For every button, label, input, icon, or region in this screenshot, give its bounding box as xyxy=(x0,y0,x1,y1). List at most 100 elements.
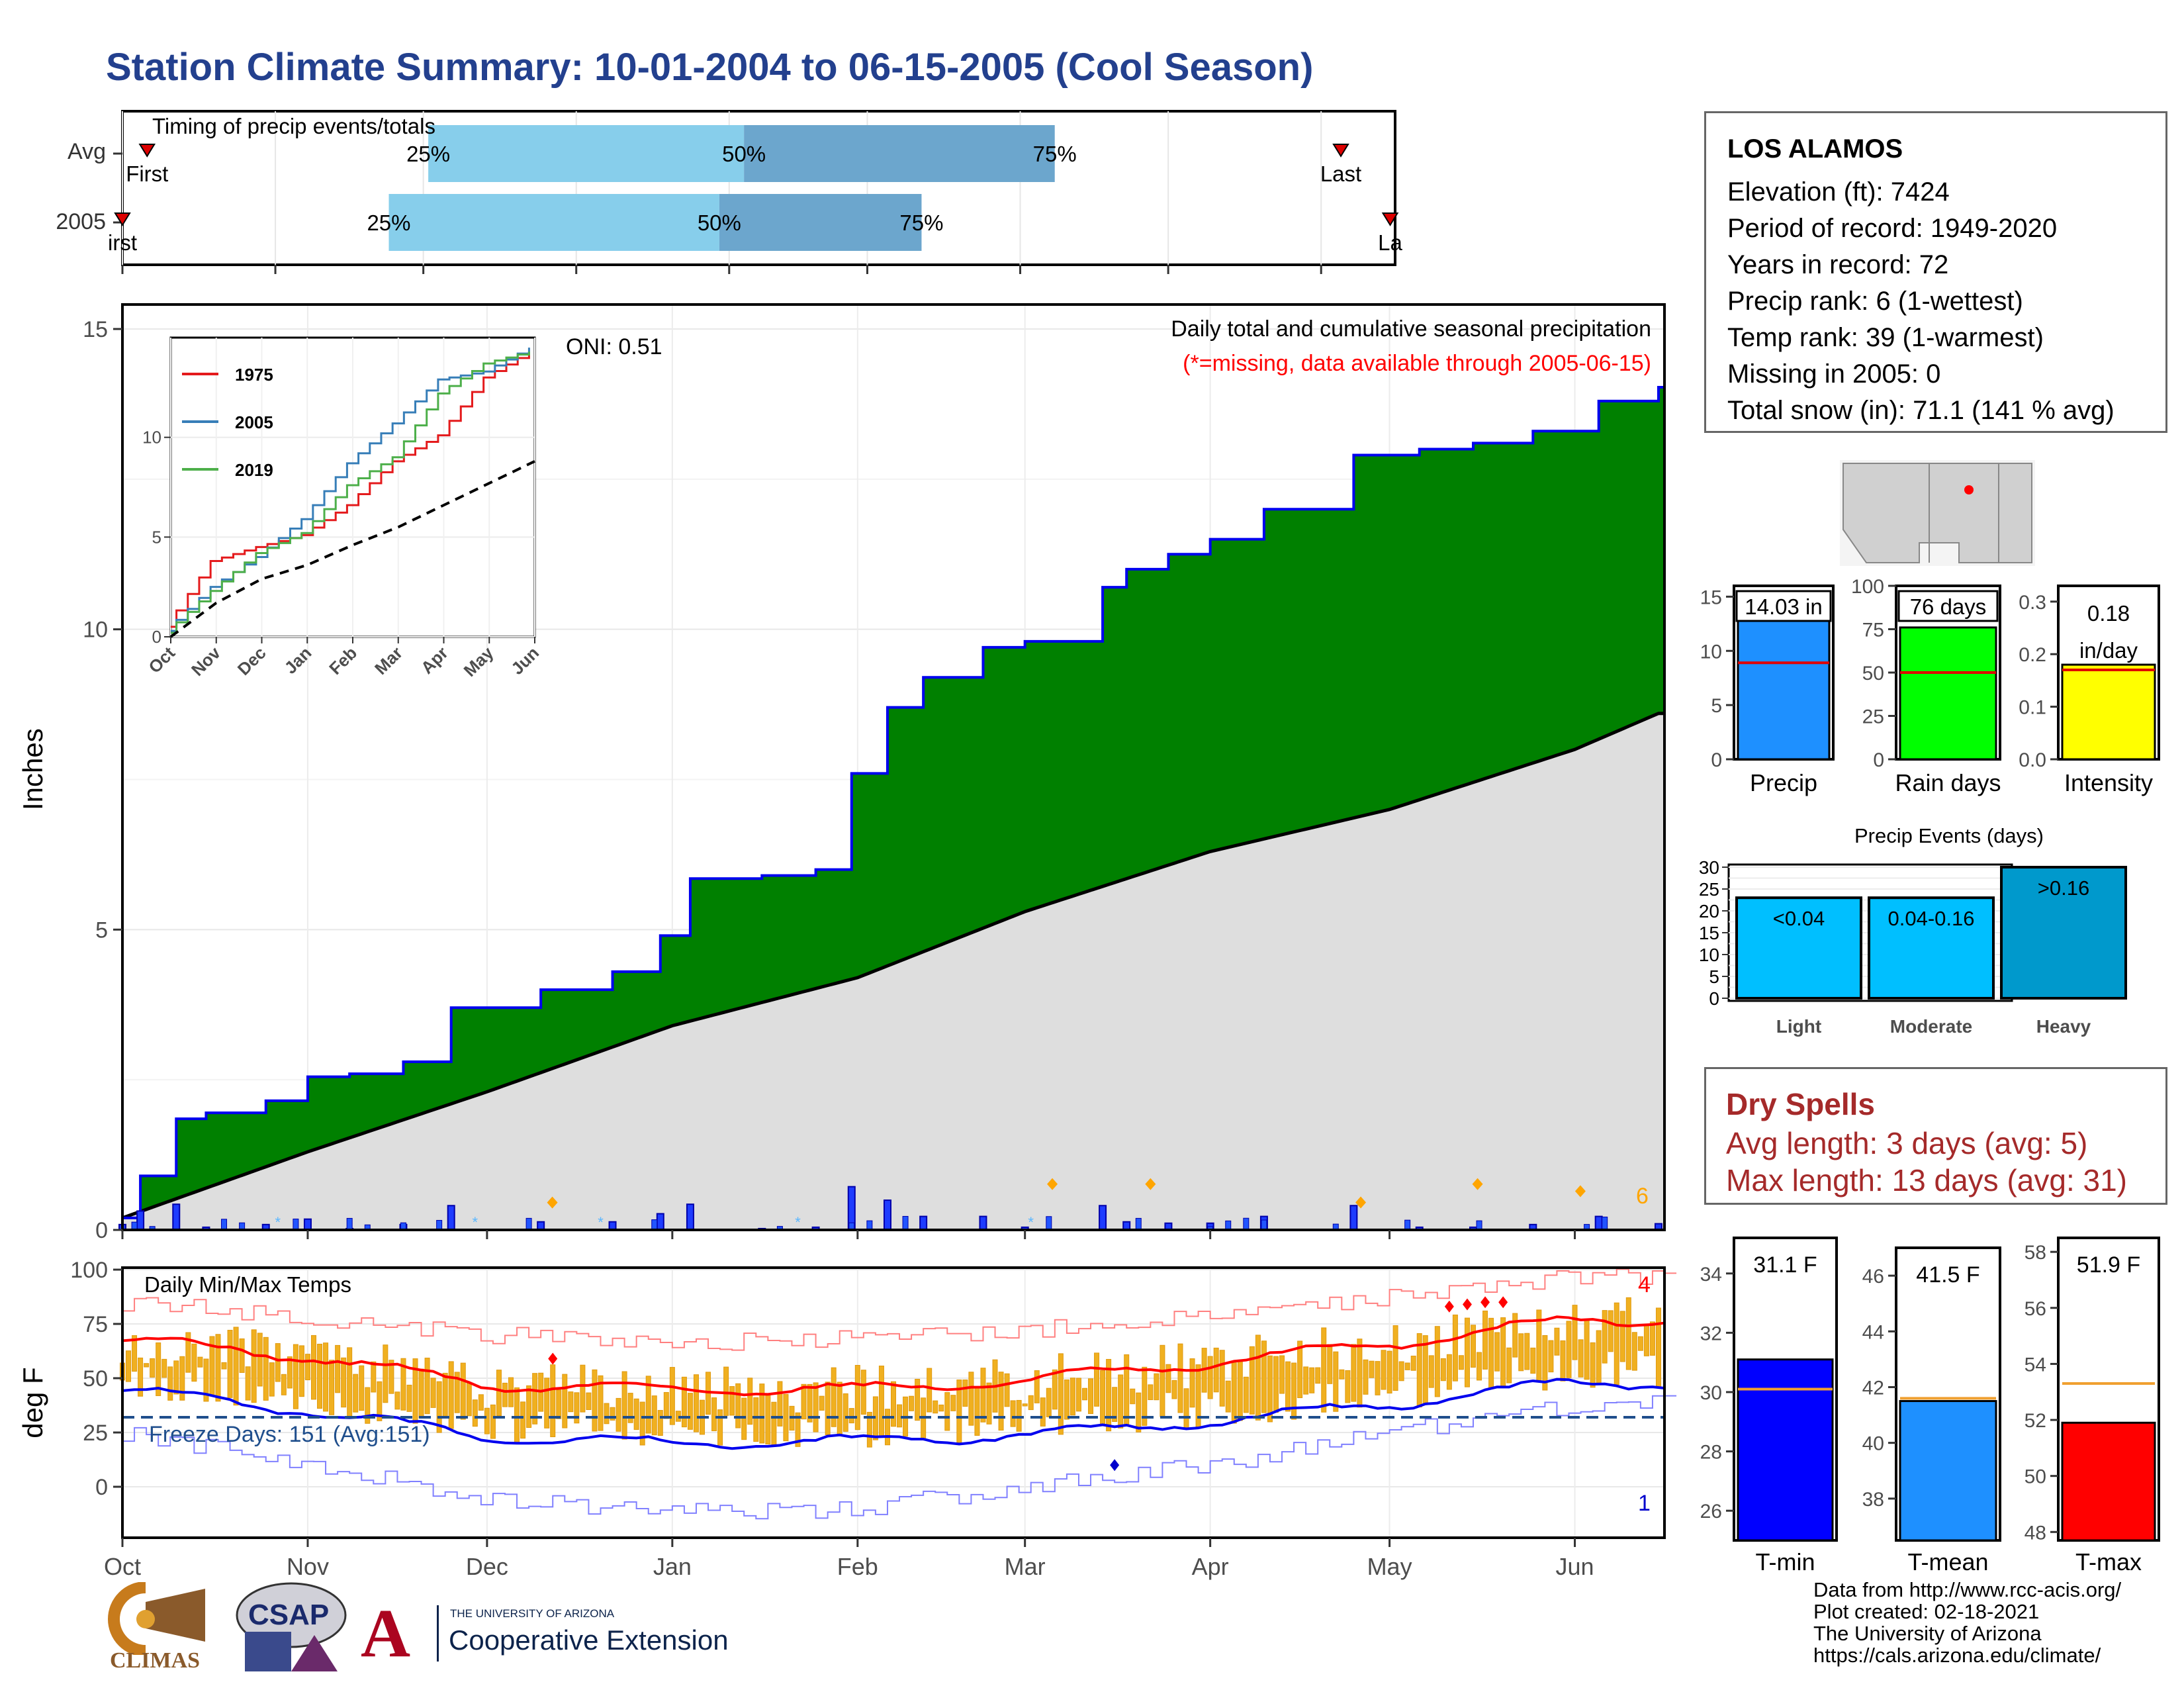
daily-precip-bar xyxy=(1099,1205,1107,1231)
daily-temp-bar xyxy=(1058,1353,1064,1435)
dry-spells-box: Dry Spells Avg length: 3 days (avg: 5) M… xyxy=(1704,1067,2167,1205)
daily-temp-bar xyxy=(317,1344,323,1409)
daily-temp-bar xyxy=(406,1384,412,1412)
daily-temp-bar xyxy=(466,1382,472,1417)
timing-percent-label: 50% xyxy=(698,211,741,235)
daily-precip-bar xyxy=(686,1203,694,1231)
record-high-marker xyxy=(1444,1300,1454,1313)
daily-temp-bar xyxy=(1075,1378,1081,1412)
daily-temp-bar xyxy=(927,1368,933,1413)
inset-average-line xyxy=(169,460,535,638)
cumulative-line xyxy=(122,386,1664,1219)
daily-temp-bar xyxy=(1649,1321,1655,1356)
temp-xtick-label: Feb xyxy=(837,1553,878,1580)
daily-precip-bar xyxy=(1225,1220,1232,1231)
record-high-marker xyxy=(1480,1296,1490,1309)
daily-temp-bar xyxy=(1225,1380,1231,1413)
tbar-ytick-label: 32 xyxy=(1700,1323,1722,1344)
temp-panel: 0 25 50 75 100 Oct Nov Dec Jan Feb Mar Apr May Jun xyxy=(70,1258,1677,1580)
tbar-value-label: 31.1 F xyxy=(1753,1252,1817,1278)
daily-temp-bar xyxy=(1637,1336,1643,1351)
tbar-ytick-label: 48 xyxy=(2025,1522,2046,1544)
daily-temp-bar xyxy=(359,1365,365,1411)
ua-divider xyxy=(437,1605,439,1662)
daily-temp-bar xyxy=(233,1327,239,1406)
daily-temp-bar xyxy=(484,1407,490,1434)
daily-temp-bar xyxy=(1183,1388,1189,1429)
daily-precip-bar xyxy=(1349,1205,1358,1231)
daily-temp-bar xyxy=(550,1364,556,1438)
timing-row-avg: Avg xyxy=(68,139,106,164)
precip-ytick-label: 10 xyxy=(83,618,108,643)
daily-temp-bar xyxy=(161,1358,167,1378)
daily-temp-bar xyxy=(1434,1326,1440,1397)
daily-precip-bar xyxy=(436,1219,443,1231)
summary-ytick-label: 0 xyxy=(1711,749,1722,771)
summary-bar-1 xyxy=(1899,626,1997,761)
precip-ytick-label: 0 xyxy=(95,1218,108,1243)
events-category-label: Heavy xyxy=(2036,1016,2091,1037)
daily-temp-bar xyxy=(1267,1355,1273,1423)
daily-temp-bar xyxy=(1034,1370,1040,1403)
summary-ytick-label: 0.2 xyxy=(2019,644,2046,666)
daily-precip-bar xyxy=(656,1213,664,1231)
tbar-ytick-label: 56 xyxy=(2025,1298,2046,1320)
daily-temp-bar xyxy=(448,1361,454,1429)
daily-temp-bar xyxy=(1064,1379,1069,1420)
summary-ytick-label: 25 xyxy=(1862,706,1884,728)
precip-subheading: (*=missing, data available through 2005-… xyxy=(1183,351,1651,376)
daily-temp-bar xyxy=(275,1343,281,1382)
daily-temp-bar xyxy=(245,1366,251,1401)
daily-temp-bar xyxy=(1596,1330,1602,1385)
daily-temp-bar xyxy=(795,1412,801,1447)
daily-temp-bar xyxy=(436,1381,442,1433)
climas-logo: CLIMAS xyxy=(106,1581,218,1675)
daily-temp-bar xyxy=(412,1358,418,1424)
summary-value-label: 0.18 xyxy=(2087,601,2130,626)
daily-temp-bar xyxy=(365,1387,371,1424)
temp-xtick-label: Apr xyxy=(1192,1553,1229,1580)
temp-bars: 26 28 30 32 34 31.1 F T-min 38 40 42 44 46 41.5 F T-m… xyxy=(1700,1237,2160,1575)
summary-ytick-label: 100 xyxy=(1851,576,1884,598)
inset-legend-label: 2005 xyxy=(235,412,273,432)
daily-temp-bar xyxy=(1608,1310,1614,1352)
heavy-precip-marker xyxy=(1145,1178,1156,1190)
daily-temp-bar xyxy=(251,1329,257,1403)
daily-temp-bar xyxy=(1046,1387,1052,1417)
events-bar-label: >0.16 xyxy=(2038,876,2089,900)
daily-temp-bar xyxy=(1345,1370,1351,1403)
daily-precip-bar xyxy=(525,1217,532,1231)
daily-temp-bar xyxy=(842,1393,848,1432)
timing-first-marker xyxy=(138,144,156,158)
daily-temp-bar xyxy=(388,1360,394,1394)
summary-value-label: 14.03 in xyxy=(1745,594,1822,619)
daily-temp-bar xyxy=(759,1383,765,1444)
daily-temp-bar xyxy=(532,1373,538,1425)
daily-temp-bar xyxy=(729,1386,735,1416)
daily-temp-bar xyxy=(281,1374,287,1395)
daily-temp-bar xyxy=(974,1387,980,1436)
ua-letter-mark: A xyxy=(361,1595,411,1671)
dry-spells-title: Dry Spells xyxy=(1726,1087,1875,1121)
daily-temp-bar xyxy=(1160,1344,1165,1417)
tbar-ytick-label: 58 xyxy=(2025,1242,2046,1264)
daily-temp-bar xyxy=(1088,1378,1094,1415)
daily-temp-bar xyxy=(371,1361,377,1393)
ua-small-text: THE UNIVERSITY OF ARIZONA xyxy=(450,1607,615,1620)
oni-label: ONI: 0.51 xyxy=(566,334,662,359)
total-snow-line: Total snow (in): 71.1 (141 % avg) xyxy=(1727,396,2115,425)
daily-temp-bar xyxy=(825,1382,831,1436)
daily-temp-bar xyxy=(1069,1378,1075,1416)
ua-large-text: Cooperative Extension xyxy=(449,1624,729,1656)
daily-precip-bar xyxy=(346,1217,353,1231)
inset-legend-label: 2019 xyxy=(235,460,273,480)
station-location-dot xyxy=(1964,485,1974,494)
summary-value-box xyxy=(1735,590,1832,622)
normal-min-line xyxy=(122,1378,1665,1450)
daily-temp-bar xyxy=(580,1364,586,1413)
daily-temp-bar xyxy=(424,1358,430,1415)
daily-temp-bar xyxy=(556,1389,562,1419)
daily-temp-bar xyxy=(639,1401,645,1446)
daily-precip-bar xyxy=(1404,1219,1411,1231)
daily-precip-bar xyxy=(1046,1216,1052,1231)
